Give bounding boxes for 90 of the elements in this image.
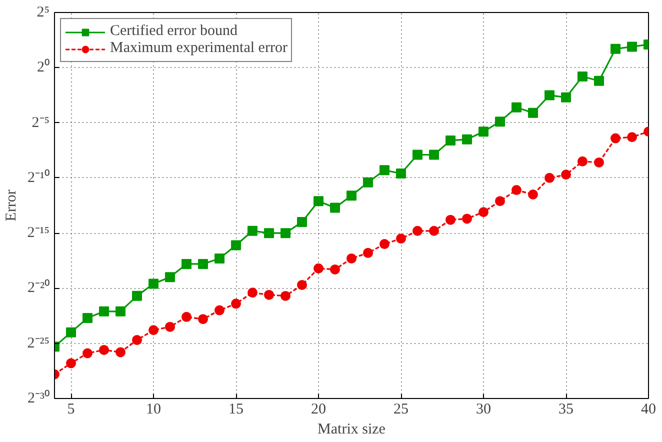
point (478, 126, 488, 137)
point (446, 135, 456, 146)
point (297, 217, 307, 228)
point (594, 76, 604, 86)
point (610, 133, 620, 144)
point (578, 156, 588, 166)
legend-label: Certified error bound (110, 23, 238, 40)
point (330, 264, 340, 274)
x-tick-label: 20 (311, 402, 326, 418)
point (314, 263, 324, 274)
point (512, 185, 522, 196)
point (512, 102, 522, 112)
x-tick-label: 15 (228, 402, 244, 418)
point (412, 150, 422, 160)
point (214, 253, 224, 264)
point (478, 207, 488, 218)
point (561, 92, 571, 102)
x-tick-label: 40 (641, 402, 656, 418)
point (231, 298, 241, 309)
legend-label: Maximum experimental error (110, 40, 288, 57)
point (280, 290, 290, 301)
point (231, 240, 241, 250)
point (264, 290, 274, 300)
point (578, 71, 588, 82)
point (297, 280, 307, 290)
point (248, 226, 258, 236)
y-tick-label: 2⁻²⁵ (27, 335, 50, 352)
point (132, 290, 142, 301)
point (363, 177, 373, 188)
point (182, 258, 192, 269)
point (396, 168, 406, 178)
y-tick-label: 2⁻⁵ (32, 114, 50, 131)
point (610, 44, 620, 54)
point (314, 196, 324, 206)
point (248, 288, 258, 298)
point (462, 214, 472, 224)
y-tick-label: 2⁻³⁰ (28, 390, 50, 406)
y-tick-label: 2⁻²⁰ (28, 279, 50, 296)
point (544, 172, 554, 183)
y-tick-label: 2⁻¹⁰ (28, 168, 50, 186)
point (165, 272, 175, 282)
point (380, 165, 390, 176)
point (627, 42, 637, 52)
point (148, 325, 158, 336)
y-tick-label: 2⁵ (36, 4, 50, 20)
point (214, 305, 224, 316)
x-axis-title: Matrix size (318, 422, 386, 438)
point (627, 132, 637, 142)
point (148, 278, 158, 289)
point (412, 226, 422, 236)
x-tick-label: 5 (67, 402, 75, 418)
point (182, 312, 192, 322)
point (280, 228, 290, 238)
x-tick-label: 30 (476, 402, 491, 418)
point (561, 170, 571, 180)
point (198, 258, 208, 269)
point (495, 196, 505, 206)
point (462, 134, 472, 144)
point (116, 347, 126, 358)
point (99, 306, 109, 316)
point (528, 108, 538, 118)
y-tick-label: 2⁻¹⁵ (27, 225, 50, 242)
point (165, 322, 175, 332)
point (330, 202, 340, 213)
point (528, 189, 538, 200)
point (429, 226, 439, 236)
x-tick-label: 35 (558, 402, 574, 418)
point (264, 228, 274, 238)
point (66, 358, 76, 368)
point (198, 314, 208, 324)
point (446, 214, 456, 225)
y-axis-title: Error (3, 190, 20, 222)
point (380, 239, 390, 250)
x-tick-label: 25 (394, 402, 408, 418)
point (346, 253, 356, 264)
point (346, 190, 356, 201)
point (99, 344, 109, 355)
point (66, 327, 76, 338)
point (594, 157, 604, 168)
point (82, 348, 92, 358)
point (429, 150, 439, 160)
y-tick-label: 2⁰ (37, 58, 50, 76)
x-tick-label: 10 (146, 402, 161, 418)
point (544, 90, 554, 100)
point (495, 116, 505, 127)
point (132, 335, 142, 346)
point (396, 234, 406, 244)
point (116, 306, 126, 316)
point (82, 312, 92, 323)
point (363, 248, 373, 258)
